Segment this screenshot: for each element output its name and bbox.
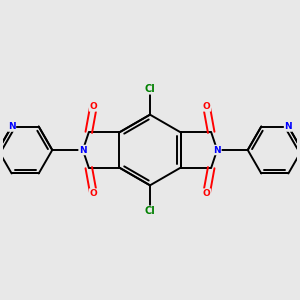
Text: N: N [213,146,221,154]
Text: N: N [8,122,15,131]
Text: O: O [202,102,210,111]
Text: Cl: Cl [145,84,155,94]
Text: Cl: Cl [145,206,155,216]
Text: N: N [79,146,87,154]
Text: O: O [202,189,210,198]
Text: O: O [90,189,98,198]
Text: O: O [90,102,98,111]
Text: N: N [285,122,292,131]
